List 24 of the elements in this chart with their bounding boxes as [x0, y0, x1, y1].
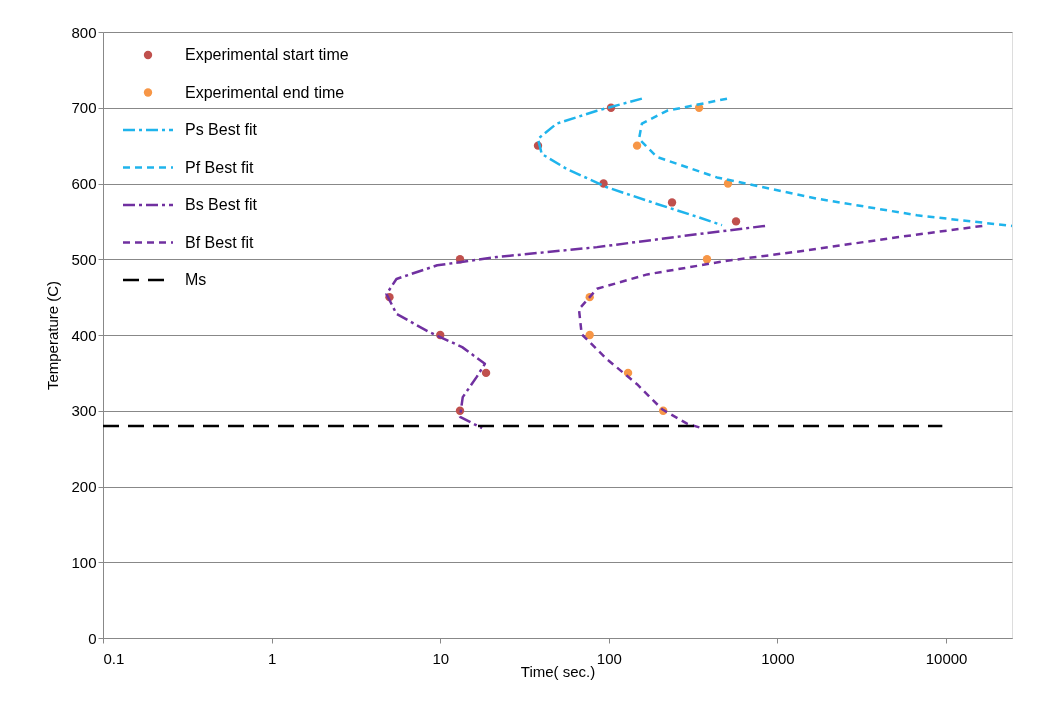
y-tick-label: 400	[71, 326, 97, 344]
legend-label: Experimental start time	[185, 46, 349, 63]
y-tick-label: 0	[88, 629, 97, 647]
legend-label: Ps Best fit	[185, 121, 258, 138]
legend-label: Ms	[185, 271, 207, 288]
legend-label: Pf Best fit	[185, 158, 255, 176]
x-tick-label: 100	[596, 649, 622, 667]
x-tick-label: 10000	[925, 649, 968, 667]
x-tick-label: 1	[267, 649, 277, 667]
y-tick-label: 500	[71, 250, 97, 268]
x-tick-label: 10	[432, 649, 450, 667]
y-tick-label: 200	[71, 478, 97, 495]
y-tick-label: 700	[71, 99, 97, 117]
legend-label: Experimental end time	[185, 83, 345, 101]
y-tick-label: 100	[71, 553, 97, 571]
legend-label: Bf Best fit	[185, 233, 255, 251]
legend-label: Bs Best fit	[185, 196, 258, 213]
y-axis-title: Temperature (C)	[44, 280, 62, 391]
y-tick-label: 800	[71, 23, 97, 41]
y-tick-label: 300	[71, 402, 97, 420]
x-axis-title: Time( sec.)	[520, 662, 596, 680]
x-tick-label: 0.1	[103, 649, 125, 667]
y-tick-label: 600	[71, 175, 97, 192]
x-tick-label: 1000	[761, 649, 795, 667]
